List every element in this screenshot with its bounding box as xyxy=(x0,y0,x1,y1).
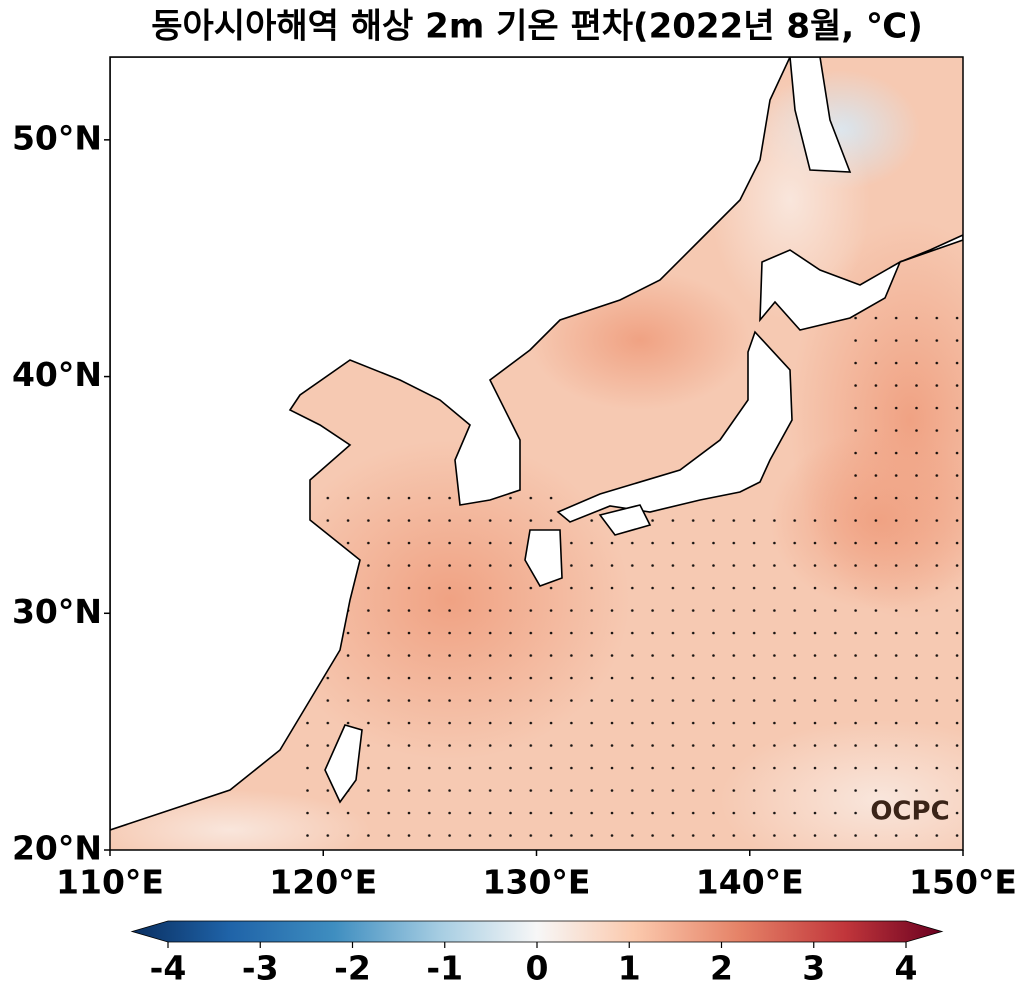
title: 동아시아해역 해상 2m 기온 편차(2022년 8월, ℃) xyxy=(151,7,922,47)
y-tick-label: 30°N xyxy=(12,592,102,631)
logo: OCPC xyxy=(870,797,949,827)
colorbar-tick-label: -3 xyxy=(242,949,279,988)
colorbar-tick-label: 2 xyxy=(710,949,733,988)
coastlines xyxy=(110,57,963,831)
y-tick-label: 40°N xyxy=(12,355,102,394)
colorbar-tick-label: 3 xyxy=(802,949,825,988)
y-tick-label: 50°N xyxy=(12,118,102,157)
colorbar-ticks: -4 -3 -2 -1 0 1 2 3 4 xyxy=(150,942,918,988)
axes: 110°E 120°E 130°E 140°E 150°E 20°N 30°N 40°N 50°… xyxy=(12,118,1017,901)
y-tick-label: 20°N xyxy=(12,829,102,868)
x-tick-label: 120°E xyxy=(269,863,377,902)
colorbar-tick-label: 4 xyxy=(895,949,918,988)
x-tick-label: 150°E xyxy=(909,863,1017,902)
colorbar-tick-label: 0 xyxy=(526,949,549,988)
map: OCPC xyxy=(110,57,963,850)
colorbar xyxy=(130,920,944,943)
colorbar-tick-label: 1 xyxy=(618,949,641,988)
colorbar-tick-label: -2 xyxy=(334,949,371,988)
colorbar-tick-label: -1 xyxy=(426,949,463,988)
colorbar-tick-label: -4 xyxy=(150,949,187,988)
x-tick-label: 130°E xyxy=(483,863,591,902)
x-tick-label: 140°E xyxy=(696,863,804,902)
x-tick-label: 110°E xyxy=(56,863,164,902)
